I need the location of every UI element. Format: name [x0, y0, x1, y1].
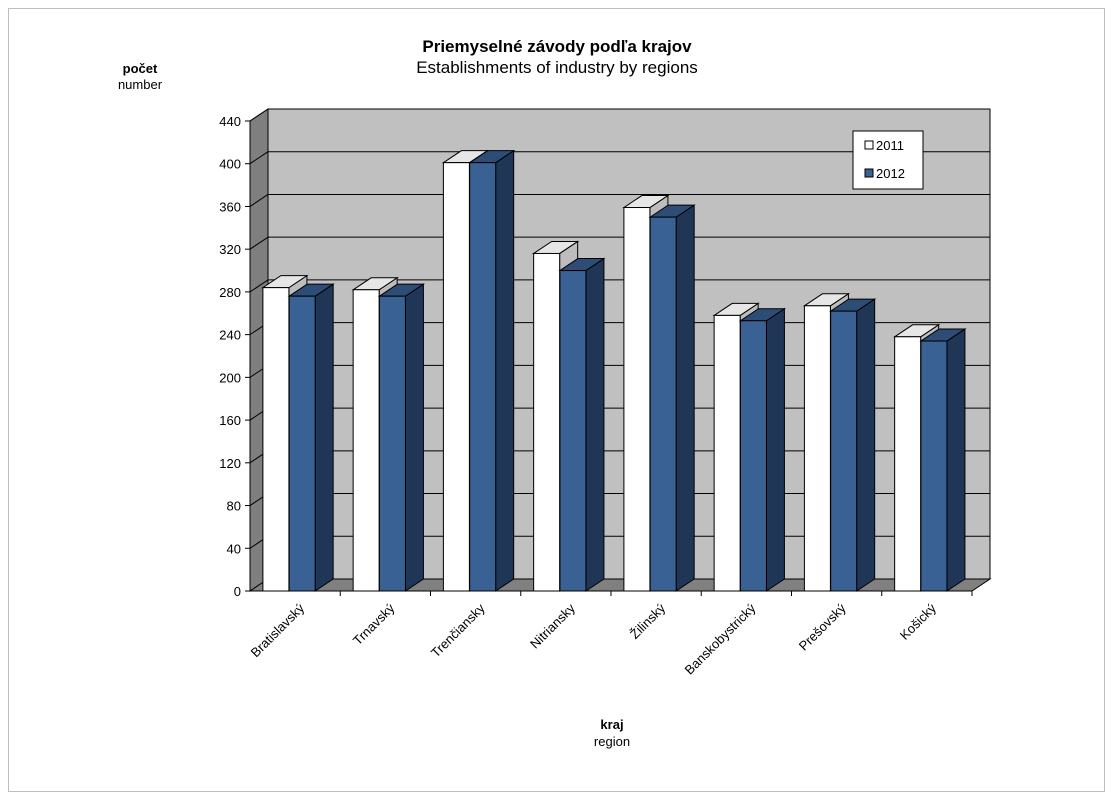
gridline-diagonal	[249, 279, 269, 293]
bar-side	[495, 149, 515, 592]
bars	[261, 149, 967, 592]
bar-2012	[468, 149, 516, 592]
gridline-diagonal	[249, 151, 269, 165]
y-tick-label: 240	[219, 328, 241, 343]
bar-side	[314, 283, 334, 592]
y-axis-label: počet	[122, 61, 158, 76]
bar-front	[378, 295, 406, 592]
legend-label: 2012	[876, 166, 905, 181]
bar-side	[946, 328, 966, 592]
bar-front	[649, 216, 677, 592]
legend-swatch	[864, 168, 874, 178]
x-tick-label: Trenčiansky	[428, 600, 488, 660]
bar-front	[713, 314, 741, 592]
bar-2012	[829, 298, 877, 592]
bar-front	[288, 295, 316, 592]
chart-subtitle: Establishments of industry by regions	[416, 58, 698, 77]
bar-front	[559, 270, 587, 592]
bar-2012	[287, 283, 335, 592]
gridline-diagonal	[249, 108, 269, 122]
y-tick-label: 0	[234, 584, 241, 599]
bar-front	[739, 320, 767, 592]
x-axis-label: kraj	[600, 717, 624, 732]
gridline-diagonal	[249, 236, 269, 250]
y-tick-label: 40	[227, 541, 241, 556]
x-tick-label: Bratislavský	[248, 600, 308, 660]
legend-swatch	[864, 140, 874, 150]
y-tick-label: 400	[219, 157, 241, 172]
y-tick-label: 160	[219, 413, 241, 428]
bar-front	[469, 162, 497, 592]
y-tick-label: 440	[219, 114, 241, 129]
bar-2012	[377, 283, 426, 592]
x-tick-label: Banskobystrický	[681, 600, 758, 677]
gridline-diagonal	[249, 194, 269, 207]
bar-2012	[648, 204, 696, 592]
bar-front	[830, 310, 858, 592]
y-tick-label: 200	[219, 370, 241, 385]
x-tick-label: Prešovský	[796, 600, 849, 653]
bar-front	[803, 305, 831, 592]
bar-2012	[558, 257, 606, 592]
bar-side	[856, 298, 876, 592]
bar-2012	[738, 307, 787, 592]
bar-front	[352, 289, 380, 592]
bar-front	[920, 340, 948, 592]
x-tick-label: Žilinský	[627, 600, 669, 642]
bar-front	[262, 287, 290, 592]
y-axis-label-sub: number	[117, 77, 163, 92]
bar-front	[623, 207, 651, 592]
bar-front	[442, 162, 470, 592]
y-tick-label: 80	[227, 499, 241, 514]
chart-title: Priemyselné závody podľa krajov	[422, 37, 692, 56]
bar-front	[894, 336, 922, 592]
bar-2012	[919, 328, 967, 592]
y-tick-label: 360	[219, 199, 241, 214]
bar-side	[765, 307, 785, 592]
bar-side	[404, 283, 424, 592]
legend: 2011 2012	[852, 130, 924, 190]
bar-front	[533, 252, 561, 592]
y-tick-label: 320	[219, 242, 241, 257]
bar-side	[585, 257, 605, 592]
y-tick-label: 120	[219, 456, 241, 471]
bar-side	[675, 204, 695, 592]
legend-label: 2011	[876, 138, 904, 153]
x-tick-label: Nitriansky	[527, 600, 578, 651]
x-axis-label-sub: region	[593, 734, 631, 749]
y-tick-label: 280	[219, 285, 241, 300]
x-tick-label: Košický	[897, 600, 940, 643]
x-tick-label: Trnavský	[350, 600, 398, 648]
